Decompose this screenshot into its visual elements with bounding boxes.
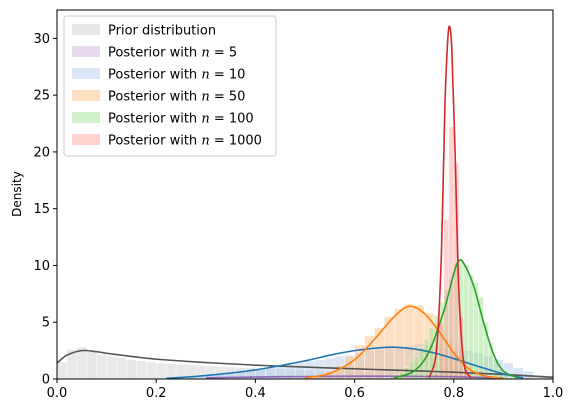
y-axis-ticks: 0 5 10 15 20 25 30 bbox=[33, 32, 57, 388]
kde-line-series-2 bbox=[166, 346, 524, 380]
legend-swatch bbox=[72, 68, 100, 79]
legend: Prior distribution Posterior with n = 5 Po… bbox=[63, 15, 277, 157]
x-tick-label: 1.0 bbox=[543, 386, 564, 401]
legend-item: Posterior with n = 10 bbox=[72, 68, 245, 83]
kde-lines bbox=[56, 25, 554, 380]
y-tick-label: 0 bbox=[42, 373, 50, 388]
x-tick-label: 0.2 bbox=[146, 386, 167, 401]
kde-line-series-5 bbox=[428, 25, 472, 379]
legend-label: Posterior with n = 10 bbox=[108, 68, 245, 83]
y-tick-label: 30 bbox=[33, 32, 50, 47]
legend-label: Posterior with n = 100 bbox=[108, 112, 254, 127]
histogram-bar bbox=[448, 126, 455, 380]
legend-swatch bbox=[72, 24, 100, 35]
kde-line-series-0 bbox=[56, 349, 554, 379]
legend-frame bbox=[63, 15, 277, 157]
legend-swatch bbox=[72, 112, 100, 123]
x-tick-label: 0.0 bbox=[47, 386, 68, 401]
histogram-bar bbox=[393, 308, 405, 380]
legend-item: Posterior with n = 50 bbox=[72, 90, 245, 105]
x-tick-label: 0.8 bbox=[443, 386, 464, 401]
histogram-bar bbox=[86, 351, 97, 380]
legend-item: Posterior with n = 5 bbox=[72, 46, 237, 61]
legend-item: Posterior with n = 1000 bbox=[72, 134, 262, 149]
histogram-bar bbox=[438, 321, 445, 380]
legend-label: Prior distribution bbox=[108, 24, 216, 39]
y-axis-label: Density bbox=[10, 171, 24, 217]
legend-item: Posterior with n = 100 bbox=[72, 112, 254, 127]
legend-swatch bbox=[72, 90, 100, 101]
x-axis-ticks: 0.0 0.2 0.4 0.6 0.8 1.0 bbox=[47, 379, 564, 401]
legend-item: Prior distribution bbox=[72, 24, 216, 39]
x-tick-label: 0.6 bbox=[344, 386, 365, 401]
histogram-bar bbox=[374, 327, 385, 380]
kde-line-series-3 bbox=[304, 305, 504, 380]
histogram-bar bbox=[165, 363, 177, 380]
histogram-bar bbox=[116, 357, 127, 380]
y-tick-label: 5 bbox=[42, 316, 50, 331]
legend-label: Posterior with n = 5 bbox=[108, 46, 237, 61]
x-tick-label: 0.4 bbox=[245, 386, 266, 401]
histogram-bar bbox=[155, 362, 167, 380]
legend-swatch bbox=[72, 46, 100, 57]
legend-label: Posterior with n = 1000 bbox=[108, 134, 262, 149]
histogram-bar bbox=[96, 353, 107, 380]
legend-label: Posterior with n = 50 bbox=[108, 90, 245, 105]
y-tick-label: 10 bbox=[33, 259, 50, 274]
histogram-bar bbox=[126, 359, 137, 380]
plot-frame bbox=[56, 9, 554, 380]
y-tick-label: 20 bbox=[33, 145, 50, 160]
histogram-bar bbox=[56, 361, 68, 380]
legend-swatch bbox=[72, 134, 100, 145]
y-tick-label: 25 bbox=[33, 89, 50, 104]
histogram-bar bbox=[145, 361, 157, 380]
kde-line-series-1 bbox=[205, 375, 504, 379]
kde-line-series-4 bbox=[394, 258, 519, 379]
histogram-bar bbox=[106, 355, 117, 380]
y-tick-label: 15 bbox=[33, 202, 50, 217]
histogram-bar bbox=[364, 335, 375, 380]
histogram-bar bbox=[136, 360, 147, 380]
